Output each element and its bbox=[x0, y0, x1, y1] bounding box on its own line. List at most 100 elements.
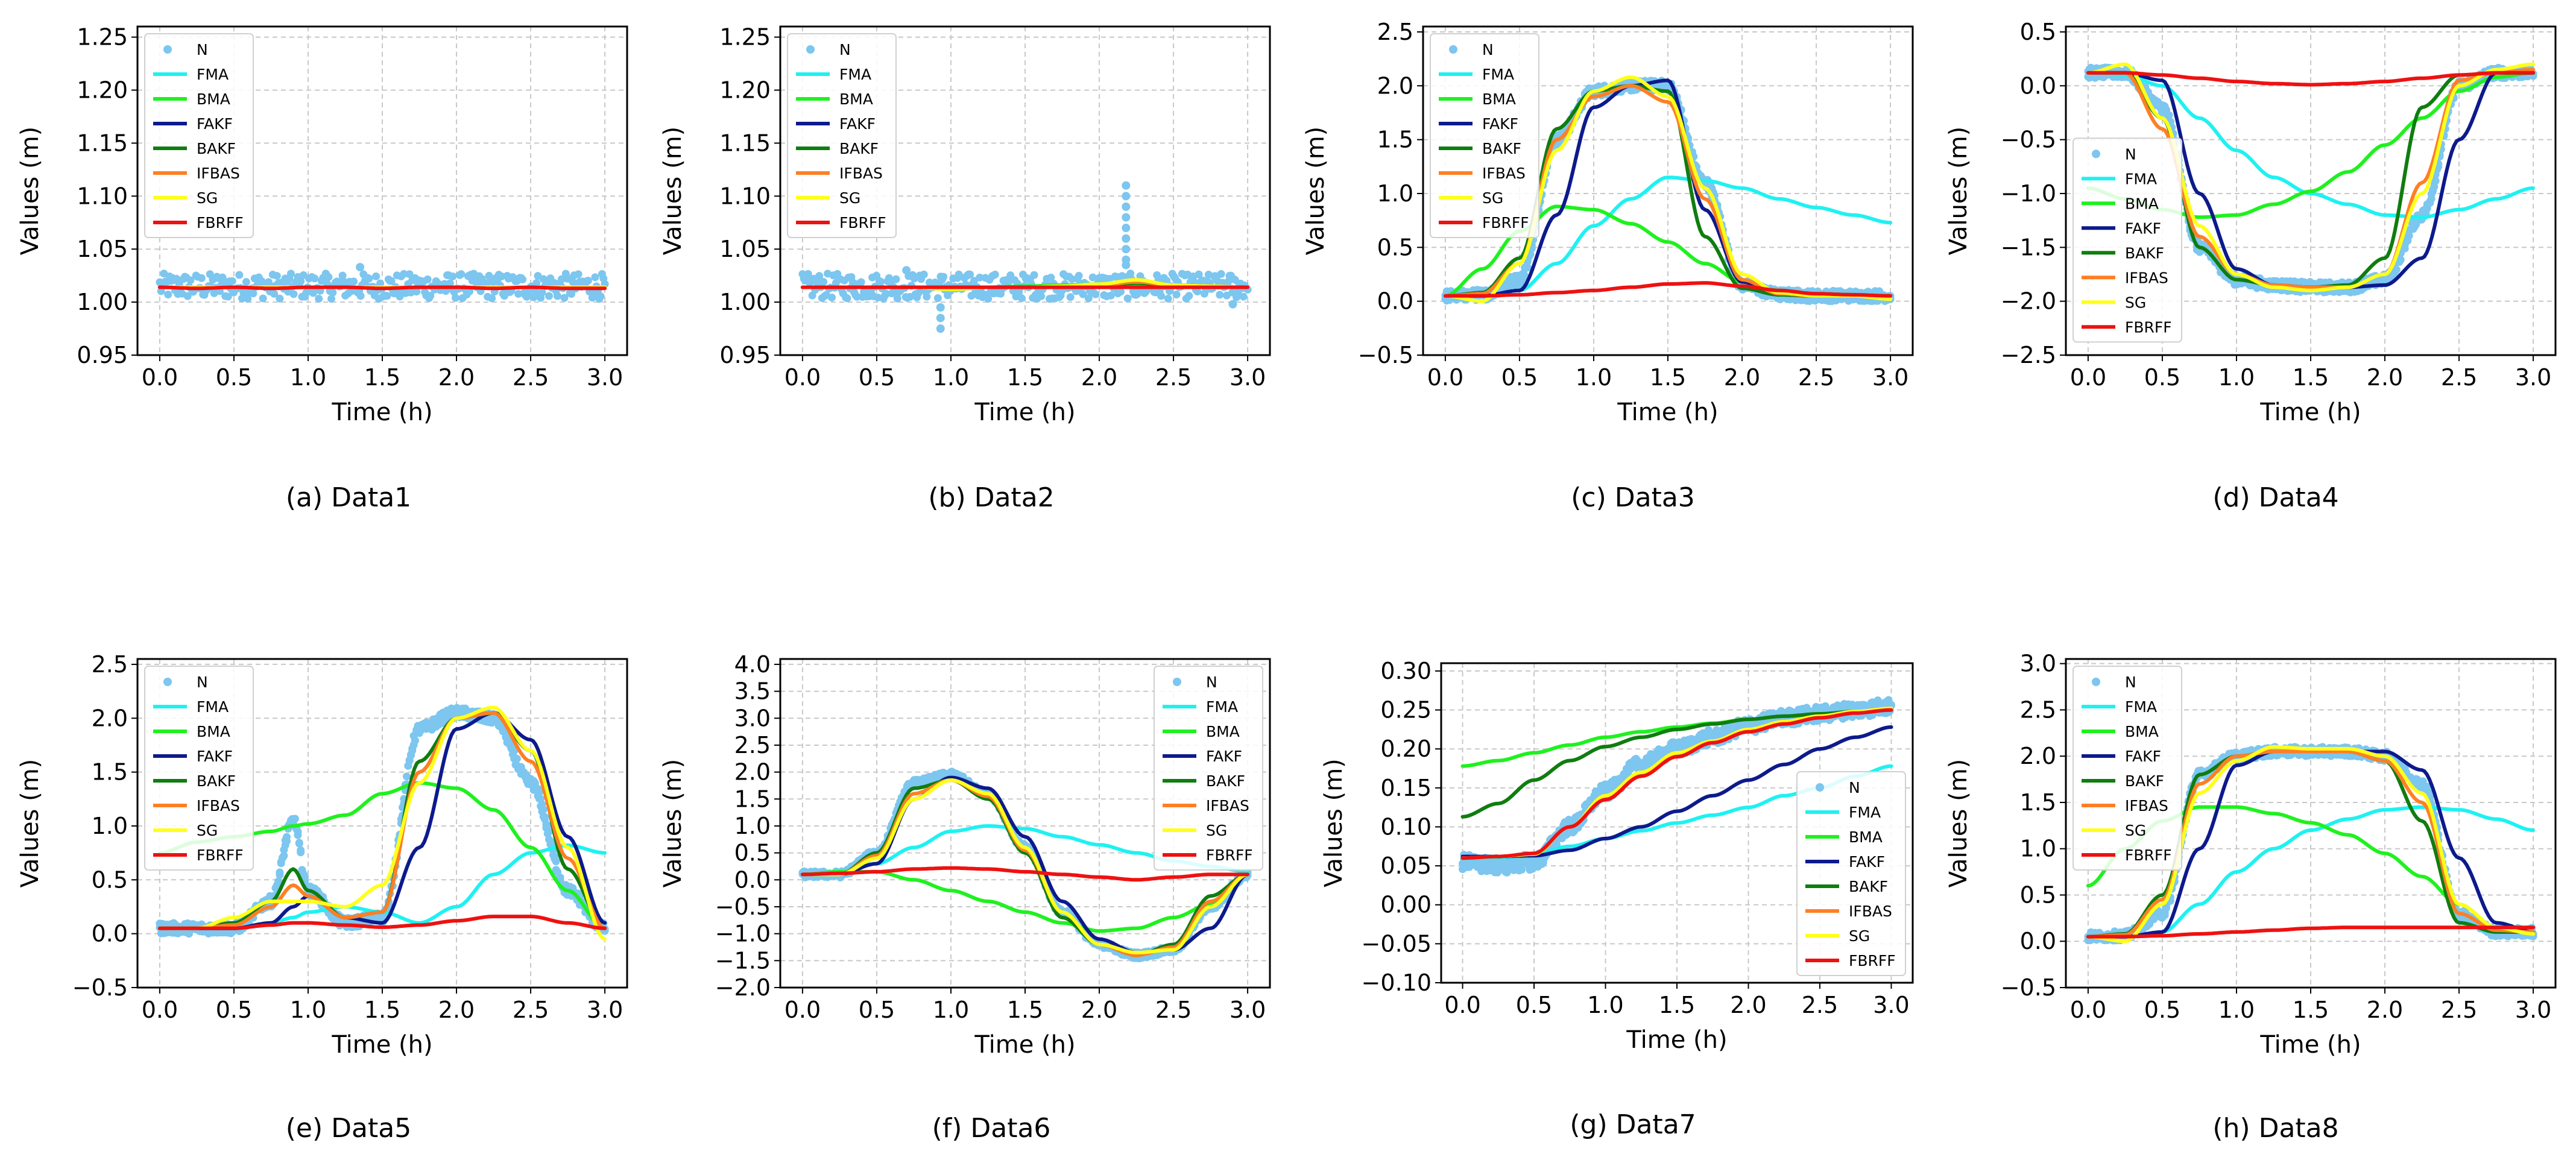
legend-label-FMA: FMA bbox=[1849, 804, 1881, 821]
x-tick-label: 2.5 bbox=[1802, 992, 1838, 1018]
scatter-point-N bbox=[1521, 272, 1529, 280]
scatter-point-N bbox=[466, 287, 474, 295]
scatter-point-N bbox=[1164, 294, 1172, 303]
y-tick-label: 2.5 bbox=[1377, 19, 1413, 45]
chart-data2: 0.0 0.5 1.0 1.5 2.0 2.5 3.00.951.001.051.101.1… bbox=[659, 24, 1271, 426]
scatter-point-N bbox=[1195, 270, 1203, 279]
scatter-point-N bbox=[324, 273, 333, 282]
y-tick-label: −0.5 bbox=[2001, 127, 2056, 153]
y-tick-label: 0.0 bbox=[2020, 928, 2056, 954]
legend-label-SG: SG bbox=[2125, 294, 2146, 311]
plot-area bbox=[1441, 75, 1895, 306]
legend-label-BAKF: BAKF bbox=[1849, 878, 1888, 895]
scatter-point-N bbox=[164, 291, 172, 299]
y-tick-label: 0.10 bbox=[1380, 813, 1432, 840]
y-tick-label: 1.0 bbox=[734, 813, 771, 839]
scatter-point-N bbox=[282, 833, 291, 841]
scatter-point-N bbox=[1030, 271, 1038, 279]
x-axis-label: Time (h) bbox=[1626, 1026, 1727, 1054]
series-line-FBRFF bbox=[1460, 708, 1893, 860]
scatter-point-N bbox=[574, 270, 582, 279]
scatter-point-N bbox=[843, 294, 851, 303]
scatter-point-N bbox=[936, 314, 945, 323]
x-tick-label: 1.0 bbox=[1576, 364, 1612, 391]
scatter-point-N bbox=[1047, 273, 1055, 282]
scatter-point-N bbox=[1123, 294, 1132, 303]
scatter-point-N bbox=[297, 277, 305, 286]
scatter-point-N bbox=[372, 272, 380, 280]
scatter-point-N bbox=[513, 754, 521, 763]
y-tick-label: 1.5 bbox=[734, 786, 771, 812]
y-tick-label: 0.95 bbox=[719, 342, 771, 368]
y-tick-label: −1.5 bbox=[2001, 234, 2056, 260]
scatter-point-N bbox=[541, 813, 549, 821]
scatter-point-N bbox=[1106, 291, 1115, 300]
scatter-point-N bbox=[224, 292, 232, 301]
scatter-point-N bbox=[1185, 292, 1193, 300]
legend-label-BMA: BMA bbox=[1849, 828, 1883, 846]
scatter-point-N bbox=[235, 271, 244, 279]
x-tick-label: 1.0 bbox=[2218, 997, 2255, 1023]
x-tick-label: 1.5 bbox=[364, 364, 400, 391]
plot-frame bbox=[2065, 25, 2557, 356]
scatter-point-N bbox=[1122, 224, 1131, 233]
scatter-point-N bbox=[2431, 177, 2440, 185]
legend-label-BAKF: BAKF bbox=[2125, 244, 2164, 262]
series-line-IFBAS bbox=[2086, 68, 2536, 289]
scatter-point-N bbox=[297, 848, 305, 857]
x-axis-label: Time (h) bbox=[1617, 399, 1718, 426]
legend-marker-N bbox=[1449, 45, 1457, 54]
legend-label-SG: SG bbox=[197, 822, 218, 839]
y-tick-label: 1.25 bbox=[719, 24, 771, 51]
legend-box bbox=[2072, 137, 2182, 343]
scatter-point-N bbox=[1523, 263, 1532, 272]
legend-label-BMA: BMA bbox=[197, 90, 230, 108]
scatter-point-N bbox=[197, 274, 206, 282]
x-tick-label: 2.0 bbox=[2367, 364, 2403, 391]
legend-label-SG: SG bbox=[1849, 927, 1870, 945]
legend-label-BAKF: BAKF bbox=[197, 772, 236, 790]
x-tick-label: 1.5 bbox=[1007, 997, 1043, 1023]
scatter-point-N bbox=[991, 270, 999, 279]
scatter-point-N bbox=[1172, 291, 1181, 299]
legend-label-IFBAS: IFBAS bbox=[1206, 797, 1249, 815]
scatter-point-N bbox=[984, 295, 993, 303]
y-tick-label: 4.0 bbox=[734, 651, 771, 678]
scatter-point-N bbox=[545, 292, 554, 300]
y-tick-label: −0.10 bbox=[1362, 969, 1432, 996]
series-line-SG bbox=[2086, 62, 2536, 292]
y-tick-label: 0.20 bbox=[1380, 736, 1432, 762]
y-tick-label: 3.0 bbox=[2020, 651, 2056, 677]
series-line-FBRFF bbox=[2086, 71, 2536, 87]
legend-label-IFBAS: IFBAS bbox=[1482, 165, 1526, 182]
scatter-point-N bbox=[1017, 294, 1026, 302]
scatter-point-N bbox=[423, 275, 432, 283]
plot-frame bbox=[1422, 25, 1914, 356]
scatter-point-N bbox=[552, 857, 560, 866]
legend-label-N: N bbox=[2125, 145, 2136, 163]
y-axis-label: Values (m) bbox=[1945, 759, 1972, 888]
scatter-point-N bbox=[923, 292, 931, 301]
scatter-point-N bbox=[1037, 292, 1046, 300]
y-axis-label: Values (m) bbox=[1945, 127, 1972, 256]
scatter-point-N bbox=[539, 805, 548, 814]
scatter-point-N bbox=[451, 294, 459, 302]
scatter-point-N bbox=[567, 290, 576, 298]
legend-marker-N bbox=[1173, 678, 1181, 686]
x-tick-label: 1.0 bbox=[2218, 364, 2255, 391]
series-line-FBRFF bbox=[157, 285, 607, 291]
chart-data5: 0.0 0.5 1.0 1.5 2.0 2.5 3.0−0.50.00.51.01.52.0… bbox=[16, 651, 628, 1059]
scatter-point-N bbox=[228, 277, 236, 285]
y-tick-label: 1.10 bbox=[719, 183, 771, 209]
scatter-point-N bbox=[591, 273, 599, 282]
x-tick-label: 0.0 bbox=[2070, 364, 2106, 391]
plot-area bbox=[156, 704, 609, 941]
legend-marker-N bbox=[806, 45, 815, 54]
scatter-point-N bbox=[1068, 275, 1076, 283]
scatter-point-N bbox=[276, 868, 284, 877]
series-line-FMA bbox=[2086, 71, 2536, 219]
legend-marker-N bbox=[1816, 783, 1824, 792]
y-tick-label: −0.5 bbox=[715, 894, 771, 920]
x-tick-label: 2.0 bbox=[438, 997, 475, 1023]
